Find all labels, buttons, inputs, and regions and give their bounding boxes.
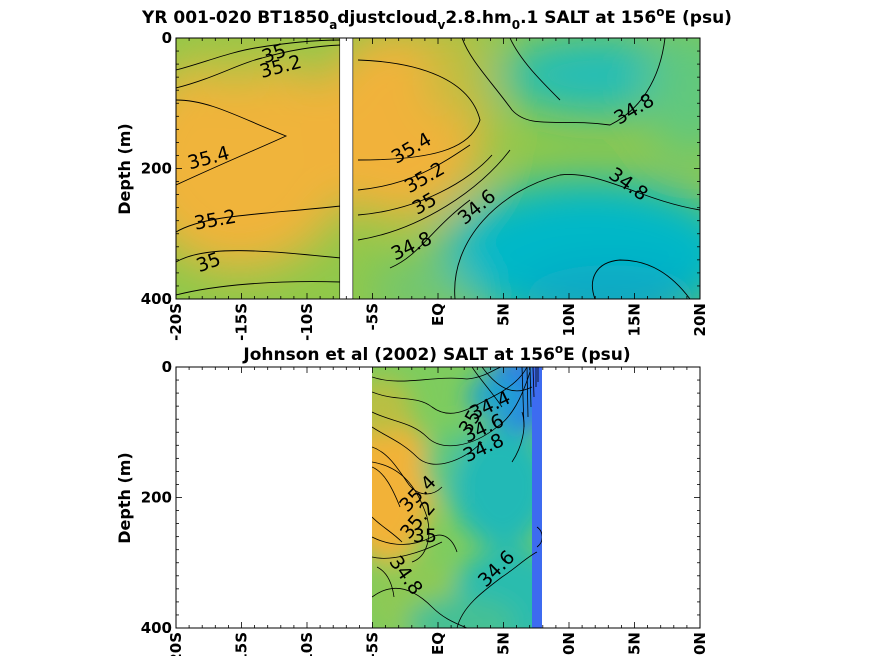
y-tick-label: 0 bbox=[162, 358, 172, 376]
x-tick-label: 15N bbox=[626, 632, 644, 656]
x-tick-label: 15N bbox=[626, 303, 644, 336]
y-tick-label: 400 bbox=[141, 290, 172, 308]
x-tick-label: -10S bbox=[298, 303, 316, 341]
x-tick-label: -20S bbox=[167, 632, 185, 656]
x-tick-label: EQ bbox=[429, 632, 447, 655]
contour-label: 35 bbox=[413, 525, 437, 547]
x-tick-label: 20N bbox=[691, 303, 709, 336]
panel-model: YR 001-020 BT1850adjustcloudv2.8.hm0.1 S… bbox=[115, 5, 732, 341]
y-tick-label: 0 bbox=[162, 29, 172, 47]
x-tick-label: 10N bbox=[560, 632, 578, 656]
panel-observed-ylabel: Depth (m) bbox=[115, 452, 134, 544]
x-tick-label: -15S bbox=[233, 632, 251, 656]
panel-observed-title: Johnson et al (2002) SALT at 156oE (psu) bbox=[242, 342, 630, 365]
x-tick-label: -5S bbox=[364, 632, 382, 656]
x-tick-label: EQ bbox=[429, 303, 447, 326]
panel-model-ticks: -20S -15S -10S -5S EQ 5N 10N 15N 20N 0 200 400 bbox=[141, 29, 709, 341]
x-tick-label: 20N bbox=[691, 632, 709, 656]
x-tick-label: 5N bbox=[495, 632, 513, 655]
y-tick-label: 200 bbox=[141, 489, 172, 507]
missing-band bbox=[339, 38, 354, 299]
panel-model-title: YR 001-020 BT1850adjustcloudv2.8.hm0.1 S… bbox=[141, 5, 732, 32]
panel-observed-ticks: -20S -15S -10S -5S EQ 5N 10N 15N 20N 0 200 400 bbox=[141, 358, 709, 656]
y-tick-label: 200 bbox=[141, 160, 172, 178]
x-tick-label: -15S bbox=[233, 303, 251, 341]
x-tick-label: -10S bbox=[298, 632, 316, 656]
x-tick-label: -5S bbox=[364, 303, 382, 330]
x-tick-label: -20S bbox=[167, 303, 185, 341]
x-tick-label: 10N bbox=[560, 303, 578, 336]
panel-observed: Johnson et al (2002) SALT at 156oE (psu) bbox=[115, 342, 709, 656]
y-tick-label: 400 bbox=[141, 619, 172, 637]
panel-model-ylabel: Depth (m) bbox=[115, 123, 134, 215]
x-tick-label: 5N bbox=[495, 303, 513, 326]
